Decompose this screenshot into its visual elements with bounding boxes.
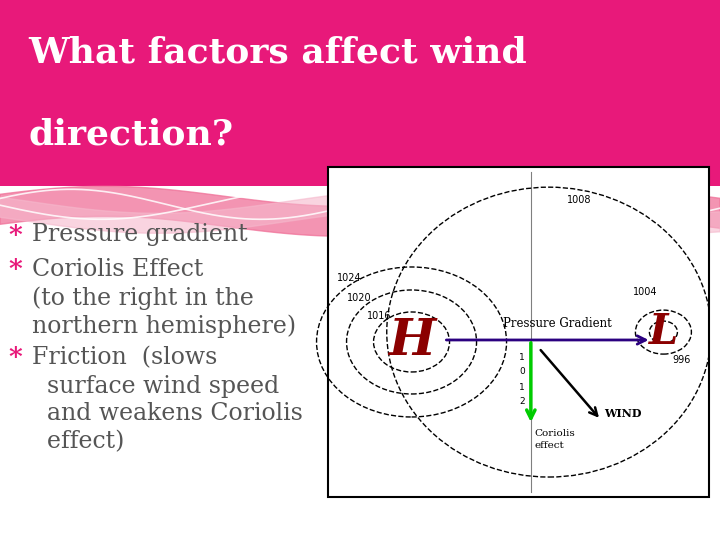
FancyBboxPatch shape — [0, 0, 720, 186]
Text: Pressure Gradient: Pressure Gradient — [503, 317, 612, 330]
Text: surface wind speed: surface wind speed — [32, 375, 279, 397]
Text: northern hemisphere): northern hemisphere) — [32, 314, 296, 338]
Bar — [328, 167, 709, 497]
Text: What factors affect wind: What factors affect wind — [28, 35, 527, 69]
Text: 1020: 1020 — [347, 293, 372, 303]
Text: direction?: direction? — [28, 117, 233, 151]
Text: 1024: 1024 — [337, 273, 362, 283]
Text: Coriolis: Coriolis — [535, 429, 575, 438]
Text: WIND: WIND — [604, 408, 642, 420]
Text: effect): effect) — [32, 430, 125, 454]
Text: *: * — [8, 258, 22, 282]
Text: 1008: 1008 — [567, 195, 591, 205]
Text: Coriolis Effect: Coriolis Effect — [32, 259, 203, 281]
Text: 1016: 1016 — [367, 311, 392, 321]
Text: Friction  (slows: Friction (slows — [32, 347, 217, 369]
Text: (to the right in the: (to the right in the — [32, 286, 254, 310]
Text: 1: 1 — [519, 354, 525, 362]
Text: 1004: 1004 — [633, 287, 657, 297]
Text: effect: effect — [535, 441, 564, 450]
Text: *: * — [8, 346, 22, 370]
Text: 996: 996 — [672, 355, 690, 365]
Text: 1: 1 — [519, 383, 525, 393]
Text: Pressure gradient: Pressure gradient — [32, 224, 248, 246]
Text: L: L — [649, 311, 678, 353]
Text: *: * — [8, 222, 22, 247]
Text: 0: 0 — [519, 368, 525, 376]
Text: 2: 2 — [519, 397, 525, 407]
Text: H: H — [388, 318, 435, 367]
Text: and weakens Coriolis: and weakens Coriolis — [32, 402, 303, 426]
